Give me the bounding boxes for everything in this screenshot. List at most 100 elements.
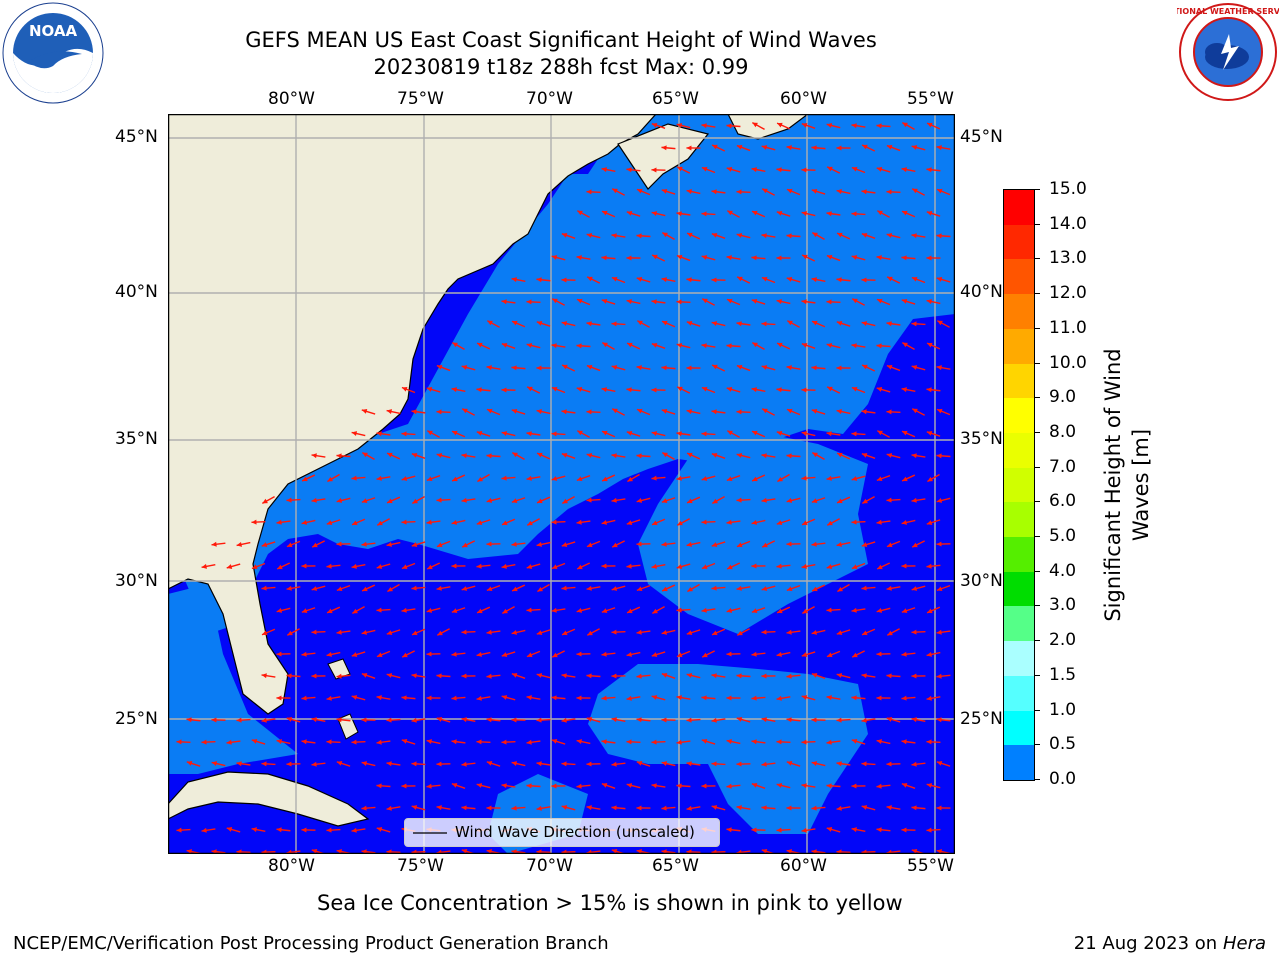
wave-direction-arrow (751, 651, 766, 657)
wave-direction-arrow (876, 695, 891, 701)
wave-direction-arrow (911, 629, 926, 635)
wave-direction-arrow (376, 650, 391, 658)
wave-direction-arrow (351, 739, 366, 745)
wave-direction-arrow (636, 320, 650, 328)
wave-direction-arrow (936, 541, 951, 547)
wave-direction-arrow (826, 211, 841, 217)
wave-direction-arrow (626, 563, 641, 569)
wave-direction-arrow (501, 342, 516, 349)
wave-direction-arrow (661, 145, 676, 151)
wave-direction-arrow (836, 541, 851, 547)
wave-direction-arrow (676, 211, 691, 217)
wave-direction-arrow (651, 211, 666, 217)
wave-direction-arrow (801, 739, 816, 745)
wave-direction-arrow (726, 387, 741, 393)
wave-direction-arrow (836, 409, 851, 415)
wave-direction-arrow (811, 145, 826, 151)
wave-direction-arrow (786, 673, 801, 679)
wave-direction-arrow (861, 717, 876, 723)
wave-direction-arrow (576, 607, 591, 613)
wave-direction-arrow (676, 343, 691, 349)
wave-direction-arrow (526, 695, 541, 701)
wave-direction-arrow (661, 584, 676, 592)
sea-light-region-south (588, 664, 868, 834)
wave-direction-arrow (411, 452, 426, 459)
wave-direction-arrow (476, 695, 491, 701)
wave-direction-arrow (301, 739, 316, 745)
wave-direction-arrow (461, 540, 476, 548)
wave-direction-arrow (726, 607, 741, 613)
wave-direction-arrow (601, 299, 616, 305)
wave-direction-arrow (461, 453, 476, 459)
wave-direction-arrow (901, 255, 916, 261)
wave-direction-arrow (436, 453, 451, 459)
wave-direction-arrow (361, 541, 376, 547)
wave-direction-arrow (711, 805, 726, 811)
wave-direction-arrow (176, 827, 191, 833)
wave-direction-arrow (361, 761, 376, 767)
wave-direction-arrow (386, 761, 401, 767)
wave-direction-arrow (601, 210, 616, 218)
wave-direction-arrow (786, 365, 801, 371)
wave-direction-arrow (686, 496, 701, 504)
wave-direction-arrow (601, 255, 616, 261)
wave-direction-arrow (776, 783, 791, 789)
wave-direction-arrow (801, 783, 816, 789)
wave-direction-arrow (551, 343, 566, 349)
wave-direction-arrow (926, 122, 941, 130)
wave-direction-arrow (426, 651, 441, 657)
wave-direction-arrow (826, 166, 841, 174)
wave-direction-arrow (576, 474, 591, 482)
wave-direction-arrow (711, 496, 725, 504)
wave-direction-arrow (736, 233, 751, 239)
wave-direction-arrow (611, 233, 626, 239)
wave-direction-arrow (826, 343, 841, 349)
wave-direction-arrow (551, 255, 566, 261)
wave-direction-arrow (886, 144, 901, 152)
sea-light-region-north (173, 114, 955, 634)
wave-direction-arrow (926, 606, 941, 614)
wave-direction-arrow (451, 474, 466, 482)
wave-direction-arrow (411, 496, 425, 504)
wave-direction-arrow (926, 739, 941, 745)
wave-direction-arrow (761, 585, 776, 591)
wave-direction-arrow (861, 321, 876, 327)
colorbar-tick-label: 4.0 (1049, 560, 1077, 581)
wave-direction-arrow (726, 562, 741, 570)
wave-direction-arrow (586, 585, 601, 591)
colorbar-segment (1004, 328, 1034, 364)
wave-direction-arrow (926, 387, 941, 393)
colorbar-tick-mark (1034, 223, 1040, 225)
wave-direction-arrow (886, 321, 901, 327)
wave-direction-arrow (311, 673, 326, 679)
wave-direction-arrow (651, 518, 666, 526)
wave-direction-arrow (736, 321, 751, 327)
wave-direction-arrow (701, 211, 716, 217)
wave-direction-arrow (611, 540, 626, 548)
wave-direction-arrow (311, 497, 326, 503)
wave-direction-arrow (936, 233, 951, 239)
wave-direction-arrow (826, 695, 841, 701)
wave-direction-arrow (261, 496, 275, 504)
wave-direction-arrow (486, 629, 501, 635)
wave-direction-arrow (811, 584, 826, 592)
wave-direction-arrow (436, 628, 450, 636)
wave-direction-arrow (851, 739, 866, 745)
wave-direction-arrow (311, 585, 326, 591)
wave-direction-arrow (786, 717, 801, 723)
wave-direction-arrow (836, 761, 851, 767)
wave-direction-arrow (602, 341, 615, 351)
wave-direction-arrow (636, 497, 651, 503)
wave-direction-arrow (836, 496, 851, 504)
wave-direction-arrow (301, 563, 316, 569)
wave-direction-arrow (711, 761, 726, 767)
land-cuba (168, 771, 370, 827)
wave-direction-arrow (851, 827, 866, 833)
sea-light-region-west (168, 584, 298, 774)
wave-direction-arrow (536, 717, 551, 723)
colorbar-tick-mark (1034, 293, 1040, 295)
wave-direction-arrow (376, 563, 391, 569)
wave-direction-arrow (936, 584, 951, 592)
wave-direction-arrow (776, 695, 791, 701)
wave-direction-arrow (326, 739, 341, 745)
